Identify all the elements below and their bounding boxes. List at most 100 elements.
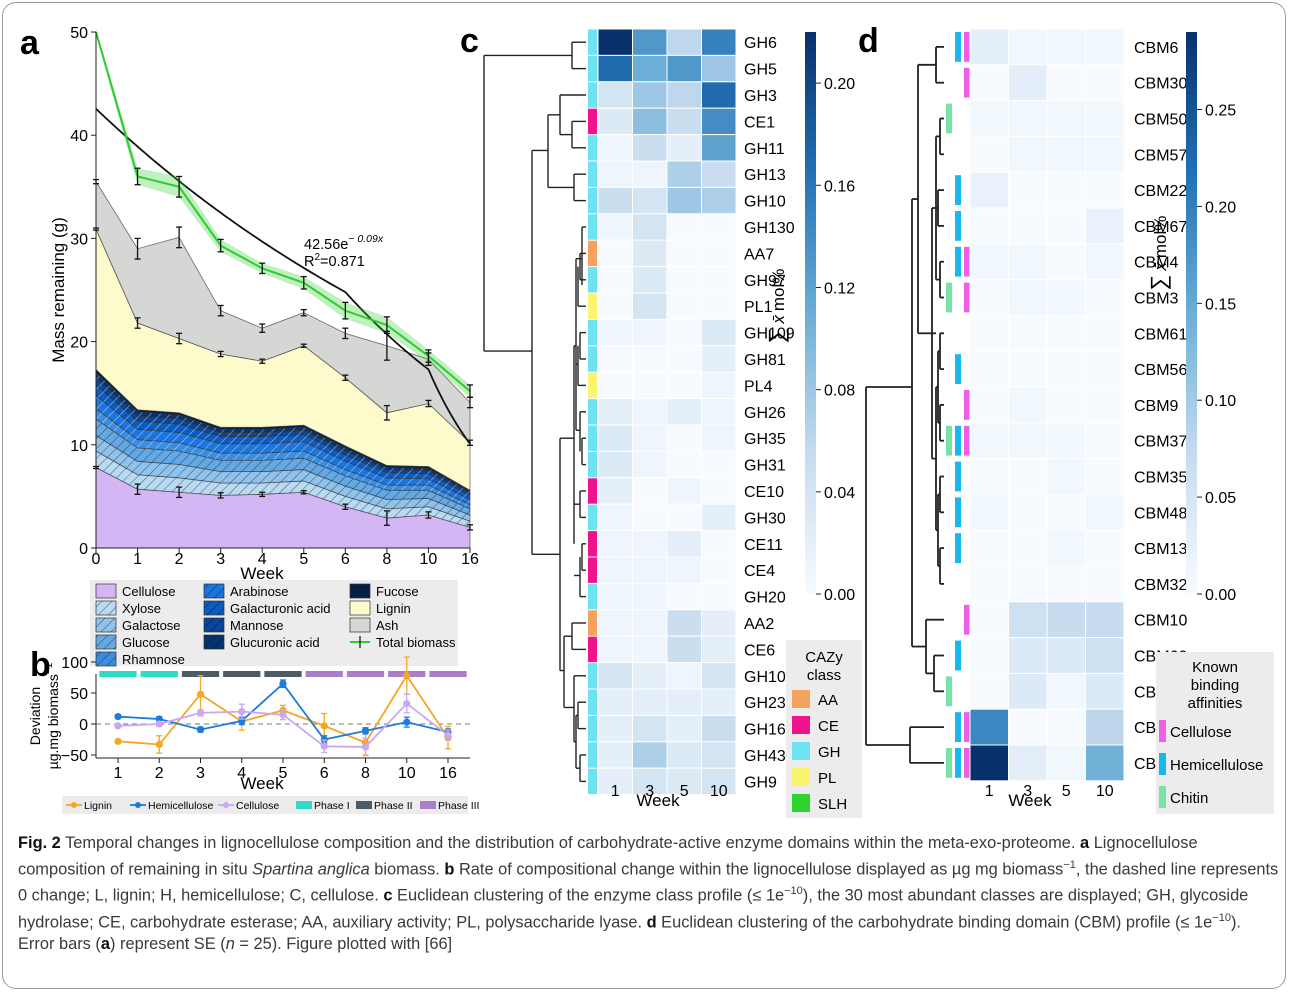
- heatmap-cell: [969, 64, 1009, 102]
- heatmap-cell: [1085, 64, 1125, 102]
- row-label-cbm35: CBM35: [1134, 470, 1187, 487]
- heatmap-cell: [969, 529, 1009, 567]
- y-axis-label-unit-exponent: −1: [44, 662, 55, 674]
- caption-text-10: ) represent SE (: [110, 935, 226, 954]
- heatmap-cell: [701, 714, 737, 743]
- column-label: 10: [1096, 783, 1114, 800]
- colorbar-tick-label: 0.20: [824, 76, 855, 93]
- heatmap-cell: [666, 556, 702, 584]
- column-label: 5: [680, 783, 689, 800]
- cazy-legend-title-1: CAZy: [805, 649, 843, 666]
- caption-ref-a2: a: [100, 935, 110, 954]
- heatmap-cell: [632, 318, 668, 347]
- composition-areas: [95, 180, 471, 549]
- legend-swatch-fucose: [349, 583, 371, 599]
- legend-swatch-ash: [349, 617, 371, 633]
- affinity-legend-title-1: Known: [1192, 659, 1238, 676]
- colorbar: [805, 32, 816, 594]
- heatmap-cell: [597, 213, 633, 241]
- heatmap-cell: [1085, 744, 1125, 782]
- x-tick-label: 1: [114, 765, 123, 782]
- heatmap-cell: [666, 213, 702, 241]
- heatmap-cell: [632, 530, 668, 558]
- heatmap-cell: [1085, 386, 1125, 424]
- heatmap-cell: [701, 54, 737, 83]
- heatmap-cell: [969, 243, 1009, 281]
- class-swatch-gh: [588, 319, 597, 346]
- row-label-gh26: GH26: [744, 405, 786, 422]
- caption-sup-3: −10: [1212, 911, 1231, 924]
- class-swatch-aa: [588, 240, 597, 267]
- colorbar-ticks: 0.25 0.20 0.15 0.10 0.05 0.00: [1197, 103, 1236, 604]
- panel-label-c: c: [460, 22, 479, 60]
- heatmap-cell: [701, 503, 737, 532]
- affinity-swatch-cellulose: [964, 425, 970, 456]
- panel-c-heatmap: GH6GH5GH3CE1GH11GH13GH10GH130AA7GH97PL1G…: [483, 28, 862, 818]
- legend-swatch-hatch: [96, 618, 116, 632]
- affinity-legend-box: [1156, 652, 1274, 814]
- heatmap-cell: [597, 345, 633, 373]
- heatmap-cell: [701, 292, 737, 320]
- heatmap-cell: [701, 662, 737, 690]
- heatmap-cell: [1008, 243, 1048, 281]
- heatmap-cell: [632, 213, 668, 241]
- colorbar-tick-label: 0.05: [1205, 490, 1236, 507]
- heatmap-cell: [1085, 422, 1125, 460]
- affinity-swatch-hemicellulose: [955, 533, 961, 563]
- legend-label-cellulose: Cellulose: [1170, 724, 1232, 741]
- legend-swatch-phase-i: [296, 801, 312, 809]
- legend-label-phase-ii: Phase II: [374, 800, 413, 812]
- heatmap-cell: [597, 450, 633, 479]
- heatmap-cell: [701, 371, 737, 400]
- class-swatch-gh: [588, 214, 597, 240]
- heatmap-cell: [1046, 243, 1086, 281]
- heatmap-cell: [969, 565, 1009, 603]
- heatmap-cell: [1046, 529, 1086, 567]
- y-axis-label: Mass remaining (g): [49, 217, 68, 363]
- heatmap-cell: [597, 239, 633, 268]
- y-tick-label: 0: [79, 541, 88, 558]
- colorbar-tick-label: 0.20: [1205, 199, 1236, 216]
- class-swatch-ce: [588, 478, 597, 504]
- affinity-swatch-hemicellulose: [955, 640, 961, 671]
- x-axis-label: Week: [1008, 791, 1052, 810]
- y-tick-label: −50: [61, 748, 88, 765]
- affinity-swatch-hemicellulose: [955, 497, 961, 528]
- colorbar-tick-label: 0.16: [824, 178, 855, 195]
- y-ticks: 0 10 20 30 40 50: [70, 25, 96, 558]
- heatmap-cell: [632, 503, 668, 532]
- heatmap-cell: [632, 266, 668, 294]
- heatmap-cell: [666, 741, 702, 769]
- legend-label-cellulose: Cellulose: [122, 584, 175, 599]
- column-labels: 1 3 5 10: [611, 783, 728, 800]
- class-swatch-gh: [588, 135, 597, 161]
- heatmap-cell: [632, 107, 668, 136]
- heatmap-cell: [666, 530, 702, 558]
- legend-swatch-hatch: [96, 601, 116, 615]
- class-swatch-ce: [588, 108, 597, 135]
- heatmap-cell: [1008, 350, 1048, 388]
- heatmap-cell: [969, 637, 1009, 674]
- y-ticks: 100 50 0 −50: [61, 655, 96, 765]
- x-tick-label: 1: [133, 551, 142, 568]
- affinity-swatch-cellulose: [964, 246, 970, 277]
- row-label-cbm22: CBM22: [1134, 183, 1187, 200]
- class-swatch-gh: [588, 425, 597, 451]
- y-tick-label: 20: [70, 335, 88, 352]
- heatmap-cell: [1008, 28, 1048, 66]
- heatmap-cell: [597, 662, 633, 690]
- heatmap-cell: [1085, 708, 1125, 746]
- fit-r-squared-power: 2: [314, 252, 320, 263]
- class-swatch-gh: [588, 55, 597, 82]
- heatmap-cell: [1008, 64, 1048, 102]
- y-axis-label-line1: Deviation: [27, 687, 43, 745]
- colorbar-ticks: 0.20 0.16 0.12 0.08 0.04 0.00: [816, 76, 855, 604]
- area-glucose-hatch: [96, 419, 470, 515]
- series-point-hemicellulose: [279, 680, 287, 688]
- colorbar-label-unit: mol%: [1151, 216, 1170, 259]
- series-point-hemicellulose: [114, 712, 122, 721]
- class-swatch-ce: [588, 636, 597, 663]
- affinity-swatch-hemicellulose: [955, 748, 961, 778]
- heatmap-cell: [1046, 565, 1086, 603]
- x-tick-label: 8: [361, 765, 370, 782]
